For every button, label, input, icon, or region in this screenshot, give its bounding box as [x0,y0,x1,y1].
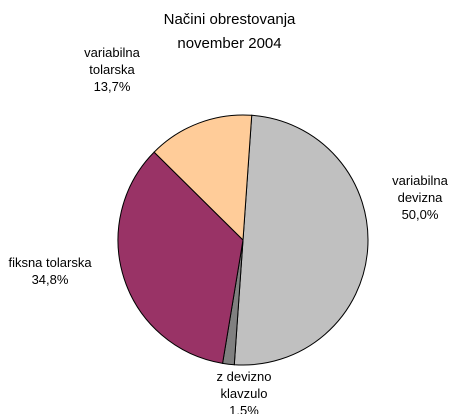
value-label: 13,7% [93,79,131,94]
slice-label: variabilna devizna 50,0% [380,172,459,223]
category-label: z devizno klavzulo [216,369,272,401]
category-label: fiksna tolarska [8,255,92,270]
chart-subtitle: november 2004 [177,35,282,52]
chart-title: Načini obrestovanja [163,11,296,28]
pie-slice [233,114,369,366]
value-label: 34,8% [31,272,69,287]
category-label: variabilna devizna [392,173,448,205]
category-label: variabilna tolarska [84,45,140,77]
pie-slice [117,151,244,364]
slice-label: variabilna tolarska 13,7% [72,44,152,95]
slice-label: z devizno klavzulo 1.5% [204,368,284,414]
value-label: 50,0% [401,207,439,222]
slice-label: fiksna tolarska 34,8% [0,254,100,288]
value-label: 1.5% [229,403,259,414]
pie-slice [153,114,253,242]
